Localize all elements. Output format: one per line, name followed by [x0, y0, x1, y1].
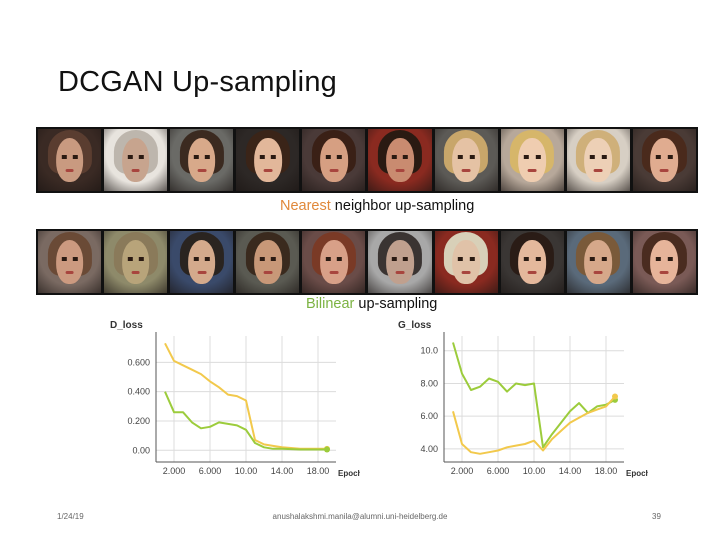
- nearest-sample-3: [170, 129, 234, 191]
- nearest-sample-7: [434, 129, 498, 191]
- g-loss-x-tick-label: 6.000: [487, 466, 510, 476]
- nearest-sample-strip: [36, 127, 698, 193]
- bilinear-sample-6: [368, 231, 432, 293]
- g-loss-x-axis-label: Epoch: [626, 469, 648, 478]
- nearest-caption: Nearest neighbor up-sampling: [280, 198, 474, 214]
- bilinear-sample-2: [104, 231, 168, 293]
- bilinear-sample-9: [566, 231, 630, 293]
- bilinear-sample-7: [434, 231, 498, 293]
- bilinear-sample-strip: [36, 229, 698, 295]
- d-loss-chart-title: D_loss: [110, 320, 143, 331]
- g-loss-y-tick-label: 8.00: [420, 378, 438, 388]
- bilinear-caption-rest: up-sampling: [354, 296, 438, 312]
- nearest-sample-1: [38, 129, 102, 191]
- nearest-sample-5: [302, 129, 366, 191]
- footer-email: anushalakshmi.manila@alumni.uni-heidelbe…: [272, 512, 448, 521]
- d-loss-series-line-2: [164, 391, 327, 451]
- g-loss-series-line-2: [452, 395, 616, 455]
- g-loss-x-tick-label: 18.00: [595, 466, 618, 476]
- g-loss-y-tick-label: 6.00: [420, 411, 438, 421]
- g-loss-series-end-point-2: [612, 393, 618, 400]
- bilinear-sample-8: [500, 231, 564, 293]
- g-loss-chart-title: G_loss: [398, 320, 432, 331]
- footer-date: 1/24/19: [57, 512, 84, 521]
- g-loss-y-tick-label: 4.00: [420, 444, 438, 454]
- d-loss-y-tick-label: 0.400: [127, 387, 150, 397]
- g-loss-x-tick-label: 14.00: [559, 466, 582, 476]
- nearest-caption-highlight: Nearest: [280, 198, 331, 214]
- bilinear-sample-10: [632, 231, 696, 293]
- footer-page-number: 39: [652, 512, 661, 521]
- slide-title: DCGAN Up-sampling: [58, 66, 337, 98]
- d-loss-x-tick-label: 10.00: [235, 466, 258, 476]
- d-loss-chart: D_loss 0.00 0.200 0.400 0.600 2.000 6.000 10.00…: [110, 320, 360, 478]
- d-loss-x-tick-label: 2.000: [163, 466, 186, 476]
- d-loss-x-tick-label: 6.000: [199, 466, 222, 476]
- nearest-sample-2: [104, 129, 168, 191]
- g-loss-x-tick-label: 2.000: [451, 466, 474, 476]
- bilinear-sample-3: [170, 231, 234, 293]
- g-loss-chart: G_loss 4.00 6.00 8.00 10.0 2.000 6.000 10.00 14.…: [398, 320, 648, 478]
- g-loss-y-tick-label: 10.0: [420, 346, 438, 356]
- g-loss-x-tick-label: 10.00: [523, 466, 546, 476]
- d-loss-x-tick-label: 14.00: [271, 466, 294, 476]
- nearest-sample-10: [632, 129, 696, 191]
- bilinear-sample-1: [38, 231, 102, 293]
- d-loss-y-tick-label: 0.200: [127, 416, 150, 426]
- d-loss-x-tick-label: 18.00: [307, 466, 330, 476]
- nearest-sample-6: [368, 129, 432, 191]
- nearest-sample-9: [566, 129, 630, 191]
- bilinear-caption-highlight: Bilinear: [306, 296, 355, 312]
- d-loss-y-tick-label: 0.600: [127, 357, 150, 367]
- bilinear-sample-5: [302, 231, 366, 293]
- d-loss-series-line-1: [164, 342, 327, 450]
- d-loss-series-end-point-2: [324, 446, 330, 453]
- bilinear-sample-4: [236, 231, 300, 293]
- nearest-caption-rest: neighbor up-sampling: [330, 198, 475, 214]
- nearest-sample-4: [236, 129, 300, 191]
- d-loss-y-tick-label: 0.00: [132, 445, 150, 455]
- bilinear-caption: Bilinear up-sampling: [306, 296, 437, 312]
- d-loss-x-axis-label: Epoch: [338, 469, 360, 478]
- nearest-sample-8: [500, 129, 564, 191]
